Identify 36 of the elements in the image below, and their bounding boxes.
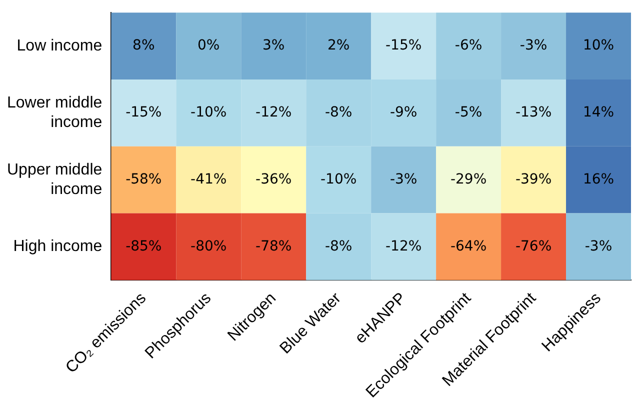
data-label: -12% bbox=[256, 104, 292, 121]
data-label: 2% bbox=[327, 38, 350, 54]
y-tick-label: Lower middle income bbox=[7, 94, 102, 131]
data-label: -29% bbox=[450, 171, 487, 188]
data-label: -8% bbox=[324, 104, 352, 121]
data-label: -39% bbox=[515, 171, 552, 188]
y-tick-label: Upper middle income bbox=[7, 162, 102, 198]
data-label: 8% bbox=[132, 38, 155, 54]
data-label: -5% bbox=[454, 104, 482, 121]
data-label: 3% bbox=[262, 38, 285, 54]
data-label: -80% bbox=[190, 238, 227, 254]
data-label: -6% bbox=[454, 38, 482, 54]
data-label: -41% bbox=[190, 171, 227, 188]
data-label: -64% bbox=[450, 238, 487, 254]
data-label: -3% bbox=[520, 38, 548, 54]
data-label: -36% bbox=[256, 171, 292, 188]
y-tick-label: Low income bbox=[16, 37, 102, 54]
data-label: 14% bbox=[582, 104, 614, 121]
data-label: -12% bbox=[385, 238, 422, 254]
data-label: 16% bbox=[582, 171, 614, 188]
data-label: -10% bbox=[320, 171, 357, 188]
data-label: -15% bbox=[126, 104, 162, 121]
data-label: 10% bbox=[582, 38, 614, 54]
data-label: -76% bbox=[515, 238, 552, 254]
data-label: 0% bbox=[198, 38, 220, 54]
data-label: -8% bbox=[324, 238, 352, 254]
data-label: -3% bbox=[390, 171, 418, 188]
data-label: -78% bbox=[256, 238, 292, 254]
data-label: -15% bbox=[385, 38, 422, 54]
data-label: -58% bbox=[126, 171, 162, 188]
y-tick-label: High income bbox=[13, 238, 102, 256]
data-label: -13% bbox=[515, 104, 552, 121]
data-label: -9% bbox=[390, 104, 418, 121]
data-label: -85% bbox=[126, 238, 162, 254]
data-label: -3% bbox=[584, 238, 612, 254]
data-label: -10% bbox=[190, 104, 227, 121]
